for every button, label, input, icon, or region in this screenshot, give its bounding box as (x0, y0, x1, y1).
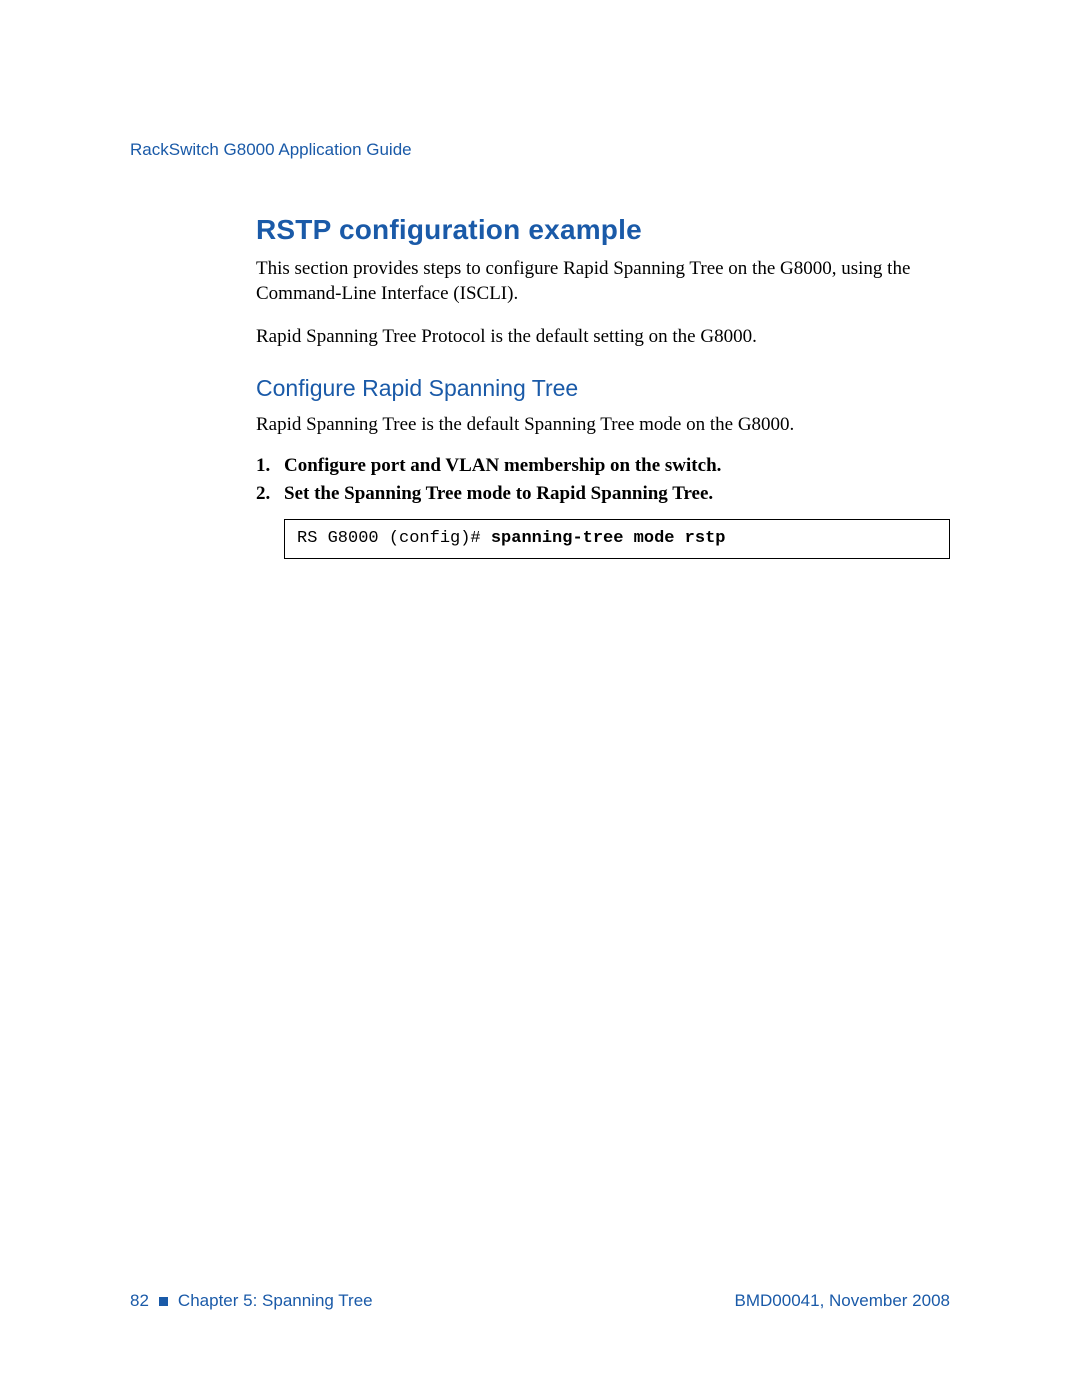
step-2-number: 2. (256, 483, 284, 505)
footer-square-icon (159, 1297, 168, 1306)
section-title: RSTP configuration example (256, 214, 950, 246)
page-number: 82 (130, 1291, 149, 1311)
running-head: RackSwitch G8000 Application Guide (130, 140, 950, 160)
step-2-text: Set the Spanning Tree mode to Rapid Span… (284, 483, 713, 505)
subsection-lead: Rapid Spanning Tree is the default Spann… (256, 412, 950, 437)
code-prompt: RS G8000 (config)# (297, 529, 491, 548)
chapter-label: Chapter 5: Spanning Tree (178, 1291, 373, 1311)
subsection-title: Configure Rapid Spanning Tree (256, 375, 950, 402)
code-command: spanning-tree mode rstp (491, 529, 726, 548)
steps-list: 1. Configure port and VLAN membership on… (256, 455, 950, 505)
step-1-text: Configure port and VLAN membership on th… (284, 455, 721, 477)
step-1: 1. Configure port and VLAN membership on… (256, 455, 950, 477)
content-area: RSTP configuration example This section … (256, 214, 950, 559)
step-2: 2. Set the Spanning Tree mode to Rapid S… (256, 483, 950, 505)
footer-right: BMD00041, November 2008 (735, 1291, 950, 1311)
page-footer: 82 Chapter 5: Spanning Tree BMD00041, No… (130, 1291, 950, 1311)
code-box: RS G8000 (config)# spanning-tree mode rs… (284, 519, 950, 559)
intro-paragraph-1: This section provides steps to configure… (256, 256, 950, 306)
step-1-number: 1. (256, 455, 284, 477)
intro-paragraph-2: Rapid Spanning Tree Protocol is the defa… (256, 324, 950, 349)
page: RackSwitch G8000 Application Guide RSTP … (0, 0, 1080, 1397)
footer-left: 82 Chapter 5: Spanning Tree (130, 1291, 373, 1311)
